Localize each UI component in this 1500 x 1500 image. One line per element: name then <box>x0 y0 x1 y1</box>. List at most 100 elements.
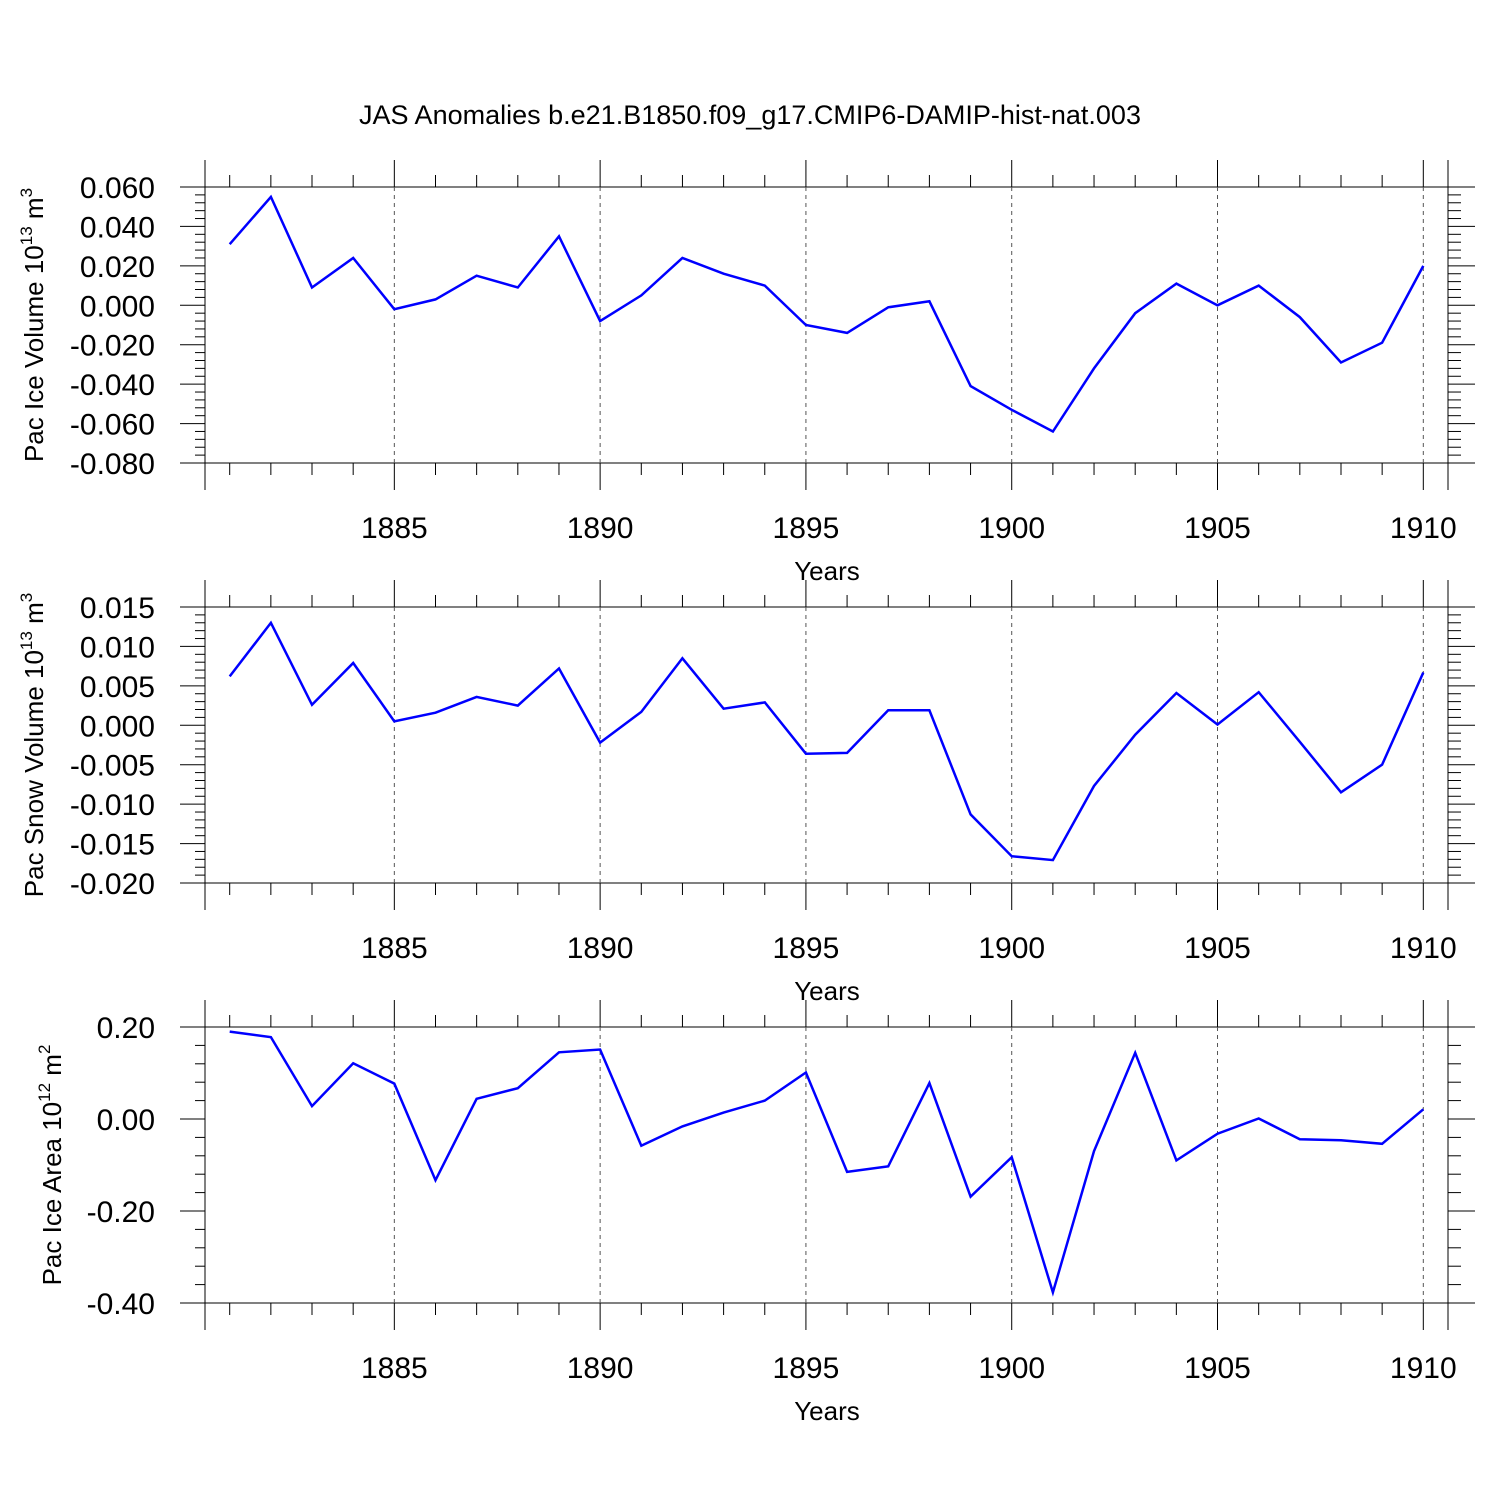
x-tick-label: 1890 <box>567 932 634 965</box>
chart-panel-3: 0.20 0.00 -0.20 -0.40 1885 1890 1895 1900 1905 19… <box>35 1000 1475 1426</box>
x-axis-label: Years <box>794 1396 860 1426</box>
data-point <box>1257 1117 1259 1119</box>
y-axis-label-superscript: 2 <box>35 1045 54 1054</box>
data-point <box>1175 692 1177 694</box>
y-tick-label: -0.20 <box>87 1196 155 1229</box>
data-point <box>1093 367 1095 369</box>
y-tick-label: 0.20 <box>97 1012 155 1045</box>
y-axis-label: Pac Snow Volume 1013 m3 <box>17 593 49 897</box>
data-point <box>352 257 354 259</box>
x-tick-label: 1905 <box>1184 932 1251 965</box>
data-point <box>228 1030 230 1032</box>
data-point <box>311 286 313 288</box>
data-point <box>1175 1159 1177 1161</box>
data-point <box>1257 691 1259 693</box>
data-point <box>352 1062 354 1064</box>
data-point <box>517 286 519 288</box>
y-axis-label: Pac Ice Area 1012 m2 <box>35 1045 67 1286</box>
x-tick-label: 1905 <box>1184 1352 1251 1385</box>
data-point <box>764 701 766 703</box>
x-tick-label: 1900 <box>978 932 1045 965</box>
data-point <box>1175 282 1177 284</box>
data-point <box>1340 1139 1342 1141</box>
y-tick-label: 0.005 <box>80 671 155 704</box>
data-point <box>1011 855 1013 857</box>
data-point <box>475 275 477 277</box>
y-axis-label-superscript: 12 <box>35 1083 54 1102</box>
series-line-1 <box>228 620 1425 862</box>
data-point <box>764 1099 766 1101</box>
x-tick-label: 1890 <box>567 512 634 545</box>
y-tick-label: -0.020 <box>70 330 155 363</box>
data-point <box>434 1179 436 1181</box>
x-tick-label: 1895 <box>773 512 840 545</box>
data-point <box>434 298 436 300</box>
data-point <box>1299 1138 1301 1140</box>
series-line-1 <box>229 1030 1425 1297</box>
y-tick-label: 0.060 <box>80 172 155 205</box>
data-point <box>352 662 354 664</box>
x-tick-label: 1900 <box>978 1352 1045 1385</box>
data-point <box>640 294 642 296</box>
data-point <box>1052 859 1054 861</box>
data-point <box>1216 304 1218 306</box>
data-point <box>1422 671 1424 673</box>
y-axis-label-text: m <box>19 197 49 226</box>
data-point <box>681 657 683 659</box>
y-axis-label-superscript: 13 <box>17 226 36 245</box>
data-point <box>1381 342 1383 344</box>
data-point <box>805 752 807 754</box>
data-point <box>969 813 971 815</box>
data-point <box>393 308 395 310</box>
data-point <box>517 704 519 706</box>
y-tick-label: -0.020 <box>70 868 155 901</box>
data-point <box>1052 1291 1054 1293</box>
x-axis-label: Years <box>794 556 860 586</box>
y-tick-label: -0.010 <box>70 789 155 822</box>
data-point <box>846 332 848 334</box>
data-point <box>640 711 642 713</box>
y-axis-label-superscript: 13 <box>17 631 36 650</box>
y-axis-label-superscript: 3 <box>17 593 36 602</box>
data-point <box>311 1105 313 1107</box>
series-line-1 <box>228 194 1425 434</box>
x-tick-label: 1895 <box>773 932 840 965</box>
data-point <box>1340 791 1342 793</box>
data-point <box>434 711 436 713</box>
data-point <box>722 1111 724 1113</box>
data-point <box>1381 1143 1383 1145</box>
data-point <box>681 257 683 259</box>
data-point <box>1216 1133 1218 1135</box>
x-tick-label: 1885 <box>361 1352 428 1385</box>
data-point <box>270 196 272 198</box>
data-point <box>1011 1156 1013 1158</box>
data-point <box>1093 1150 1095 1152</box>
data-point <box>228 675 230 677</box>
y-axis-label-superscript: 3 <box>17 188 36 197</box>
x-tick-label: 1910 <box>1390 1352 1457 1385</box>
x-tick-label: 1905 <box>1184 512 1251 545</box>
data-point <box>1340 361 1342 363</box>
data-point <box>1422 265 1424 267</box>
data-point <box>1216 723 1218 725</box>
data-point <box>228 243 230 245</box>
data-point <box>1299 741 1301 743</box>
data-point <box>1093 785 1095 787</box>
data-point <box>887 709 889 711</box>
x-tick-label: 1885 <box>361 512 428 545</box>
y-axis-label-text: m <box>19 602 49 631</box>
y-tick-label: 0.00 <box>97 1104 155 1137</box>
data-point <box>517 1087 519 1089</box>
data-point <box>1134 734 1136 736</box>
y-axis-label-text: Pac Ice Volume 10 <box>19 245 49 462</box>
chart-panel-1: 0.060 0.040 0.020 0.000 -0.020 -0.040 -0.060 -0… <box>17 160 1475 586</box>
data-point <box>681 1125 683 1127</box>
data-point <box>599 320 601 322</box>
data-point <box>969 385 971 387</box>
data-point <box>393 1082 395 1084</box>
x-tick-label: 1900 <box>978 512 1045 545</box>
data-point <box>887 306 889 308</box>
data-point <box>270 622 272 624</box>
